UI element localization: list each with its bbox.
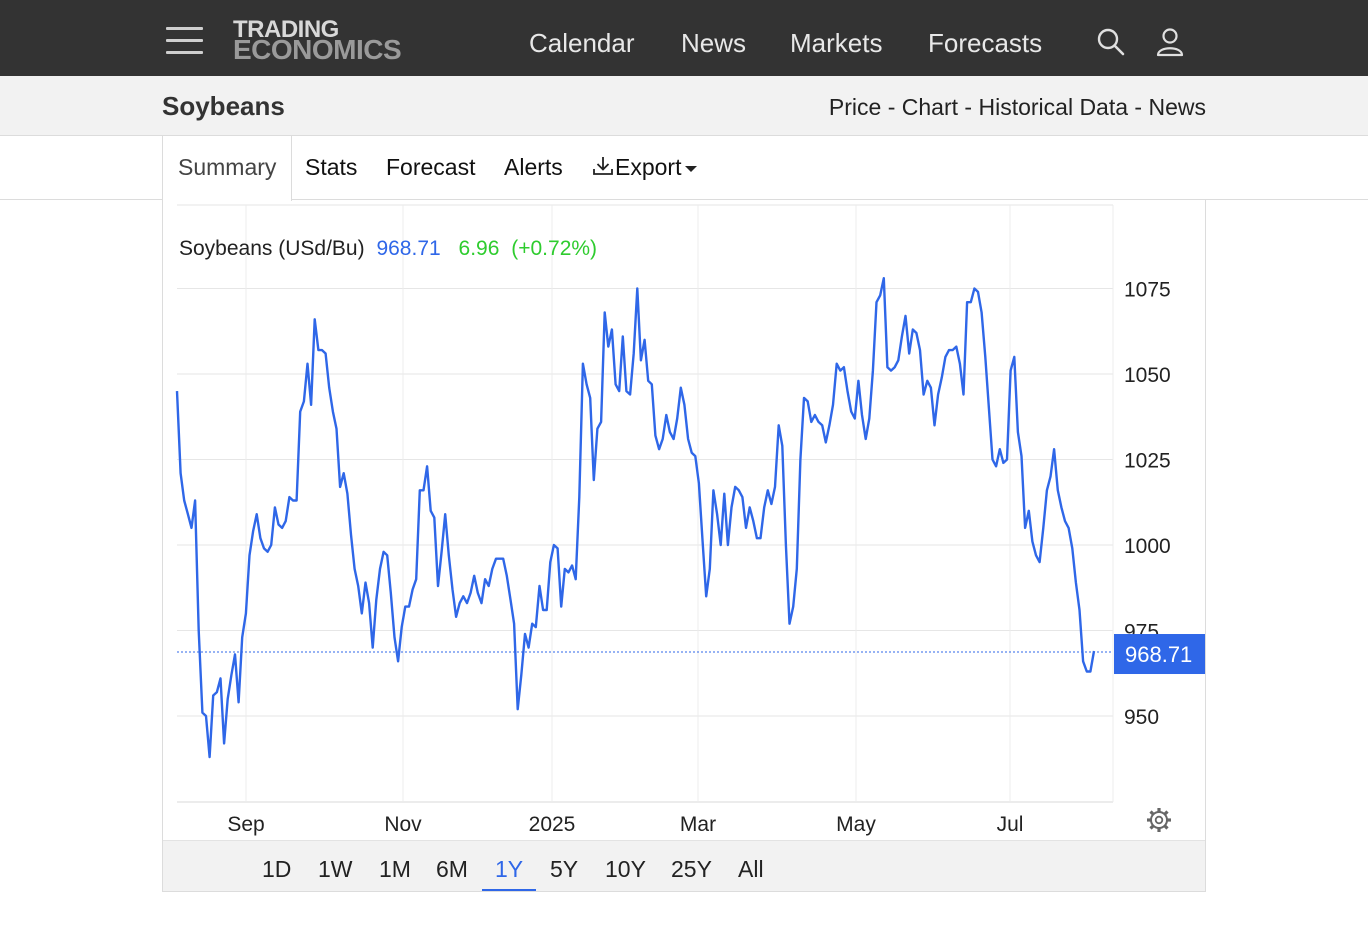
chart-grid (177, 204, 1114, 803)
x-tick-label: Nov (384, 813, 422, 836)
x-tick-label: May (836, 813, 876, 836)
search-icon[interactable] (1096, 27, 1126, 57)
nav-link-news[interactable]: News (681, 28, 747, 58)
tab-divider (0, 199, 1368, 200)
logo-line-2: ECONOMICS (233, 34, 402, 65)
section-link-news[interactable]: News (1148, 94, 1206, 120)
separator: - (1128, 94, 1149, 120)
menu-icon[interactable] (166, 27, 203, 55)
tab-stats[interactable]: Stats (305, 154, 358, 180)
x-tick-label: Mar (680, 813, 716, 836)
tab-alerts[interactable]: Alerts (504, 154, 563, 180)
top-navbar: TRADING ECONOMICS Calendar News Markets … (0, 0, 1368, 76)
user-icon[interactable] (1155, 27, 1185, 57)
chart-legend: Soybeans (USd/Bu) 968.71 6.96 (+0.72%) (179, 237, 597, 260)
y-tick-label: 1050 (1124, 364, 1171, 387)
separator: - (881, 94, 902, 120)
range-1y[interactable]: 1Y (495, 856, 524, 882)
range-25y[interactable]: 25Y (671, 856, 712, 882)
range-5y[interactable]: 5Y (550, 856, 579, 882)
active-range-indicator (482, 889, 536, 891)
nav-link-forecasts[interactable]: Forecasts (928, 28, 1043, 58)
section-link-historical-data[interactable]: Historical Data (978, 94, 1129, 120)
last-price-label: 968.71 (1125, 642, 1192, 667)
page-subheader: Soybeans Price - Chart - Historical Data… (0, 76, 1368, 136)
y-tick-label: 1000 (1124, 535, 1171, 558)
x-tick-label: 2025 (529, 813, 576, 836)
range-10y[interactable]: 10Y (605, 856, 646, 882)
site-logo[interactable]: TRADING ECONOMICS (233, 16, 402, 65)
gear-icon[interactable] (1147, 808, 1171, 832)
legend-series-name: Soybeans (USd/Bu) (179, 237, 365, 260)
nav-link-markets[interactable]: Markets (790, 28, 883, 58)
download-icon (593, 157, 613, 175)
range-1m[interactable]: 1M (379, 856, 411, 882)
chevron-down-icon (685, 165, 698, 172)
tab-summary[interactable]: Summary (162, 136, 293, 201)
legend-price: 968.71 (376, 237, 440, 260)
tab-forecast[interactable]: Forecast (386, 154, 476, 180)
y-tick-label: 1075 (1124, 279, 1171, 302)
nav-link-calendar[interactable]: Calendar (529, 28, 635, 58)
x-tick-label: Sep (227, 813, 264, 836)
legend-change-pct: (+0.72%) (511, 237, 597, 260)
section-links: Price - Chart - Historical Data - News (829, 94, 1206, 121)
separator: - (958, 94, 979, 120)
series-line-soybeans (175, 277, 1096, 759)
y-tick-label: 1025 (1124, 450, 1171, 473)
section-link-price[interactable]: Price (828, 94, 882, 120)
logo-line-1: TRADING (233, 16, 339, 43)
chart-card: Soybeans (USd/Bu) 968.71 6.96 (+0.72%) 9… (162, 200, 1206, 892)
range-1w[interactable]: 1W (318, 856, 353, 882)
x-axis: Sep Nov 2025 Mar May Jul (227, 813, 1023, 836)
range-6m[interactable]: 6M (436, 856, 468, 882)
tab-export[interactable]: Export (591, 136, 698, 200)
range-1d[interactable]: 1D (262, 856, 292, 882)
page-title: Soybeans (162, 91, 285, 121)
range-all[interactable]: All (738, 856, 764, 882)
y-tick-label: 950 (1124, 706, 1159, 729)
legend-change: 6.96 (459, 237, 500, 260)
tab-export-label: Export (615, 154, 682, 180)
range-selector: 1D 1W 1M 6M 1Y 5Y 10Y 25Y All (163, 840, 1205, 891)
section-link-chart[interactable]: Chart (901, 94, 959, 120)
x-tick-label: Jul (997, 813, 1024, 836)
price-chart[interactable]: Soybeans (USd/Bu) 968.71 6.96 (+0.72%) 9… (163, 200, 1205, 840)
last-price-tag (1114, 634, 1205, 675)
